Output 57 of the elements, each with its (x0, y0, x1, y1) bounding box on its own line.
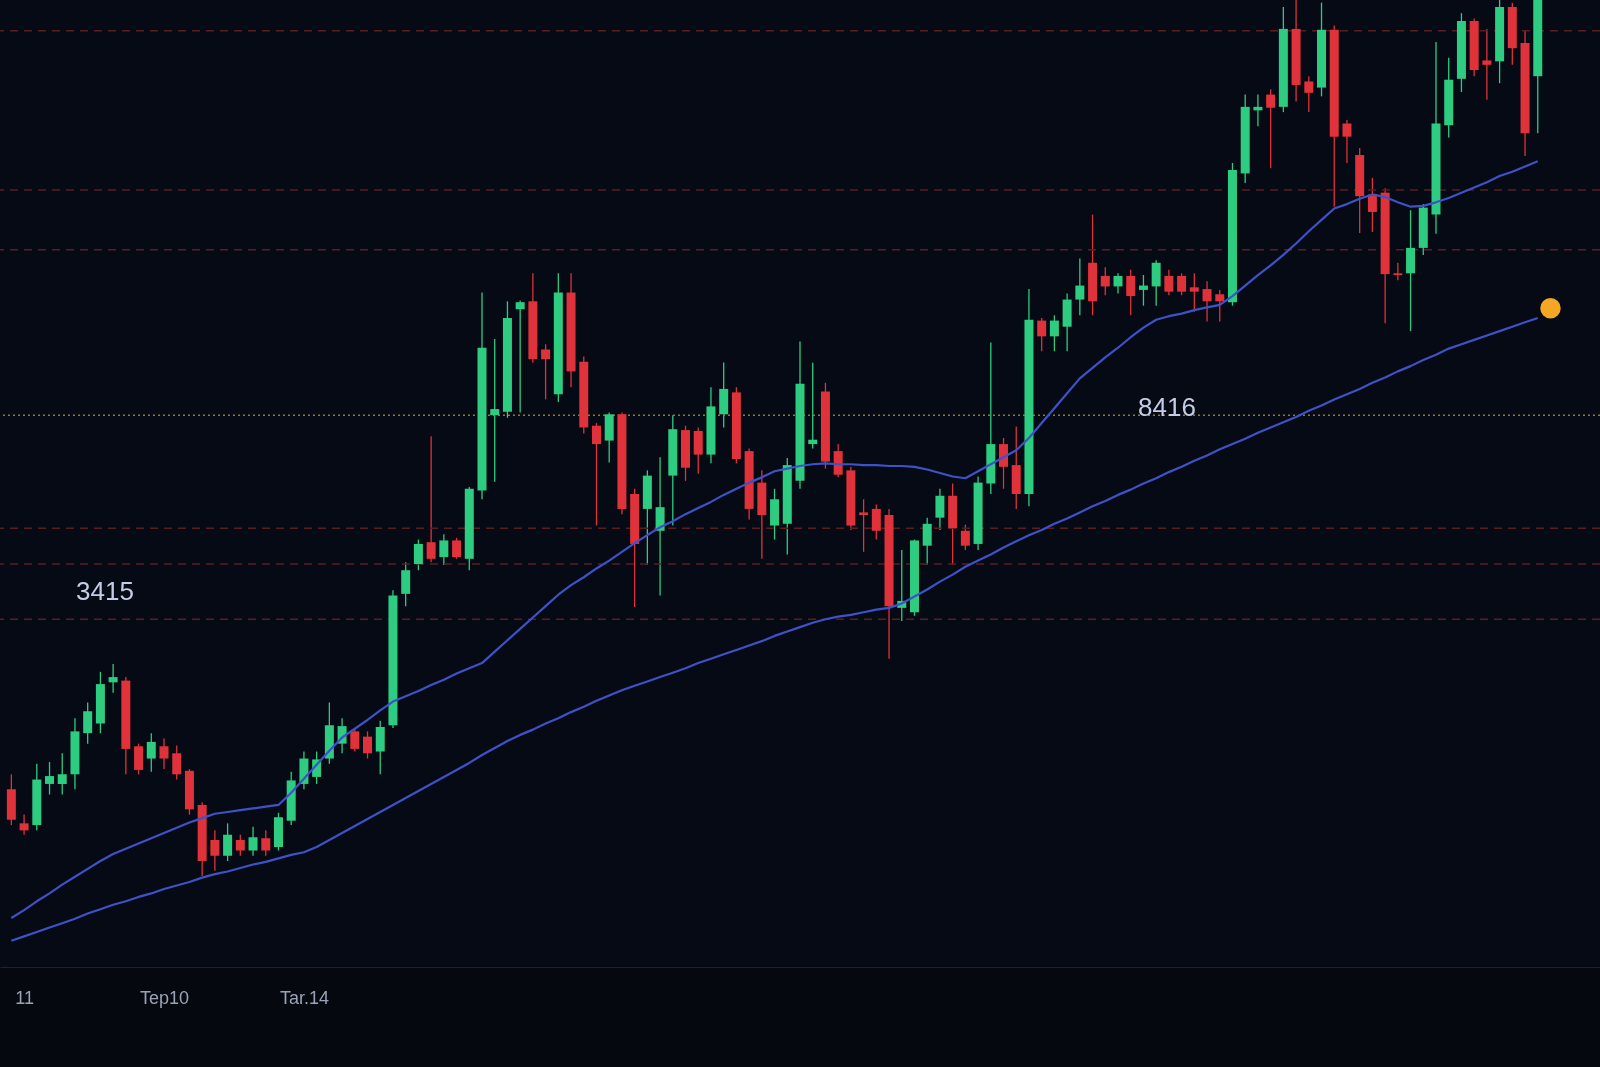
candlestick (591, 422, 601, 527)
candlestick (1342, 119, 1352, 164)
candlestick (1037, 317, 1047, 352)
candlestick (1177, 272, 1187, 296)
candlestick (439, 533, 449, 566)
x-tick-label: Tar.14 (279, 987, 329, 1008)
candlestick (655, 456, 665, 597)
candlestick (235, 834, 245, 857)
annotation: 3415 (76, 576, 134, 606)
candlestick (808, 361, 818, 450)
candlestick (172, 744, 182, 781)
candlestick (999, 437, 1009, 490)
candlestick (922, 517, 932, 566)
candlestick (1075, 257, 1085, 316)
candlestick (1151, 259, 1161, 307)
candlestick (452, 537, 462, 560)
candlestick (1202, 280, 1212, 323)
annotation: 8416 (1138, 392, 1196, 422)
candlestick (401, 561, 411, 607)
candlestick (1215, 289, 1225, 323)
candlestick (1164, 269, 1174, 296)
candlestick (1304, 75, 1314, 113)
candlestick (1189, 272, 1199, 313)
candlestick (1100, 266, 1110, 296)
candlestick (960, 524, 970, 551)
candlestick (693, 426, 703, 475)
candlestick (363, 730, 373, 760)
candlestick (83, 701, 93, 745)
candlestick (871, 503, 881, 541)
candlestick (541, 343, 551, 401)
candlestick (1266, 88, 1276, 169)
candlestick (210, 829, 220, 872)
candlestick (935, 488, 945, 531)
candlestick (146, 732, 156, 773)
candlestick (426, 435, 436, 563)
candlestick (490, 338, 500, 483)
candlestick (515, 299, 525, 414)
x-tick-label: 11 (15, 987, 34, 1008)
candlestick (833, 443, 843, 479)
candlestick (413, 538, 423, 571)
candlestick (261, 829, 271, 857)
candlestick (19, 813, 29, 836)
candlestick (1367, 177, 1377, 233)
candlestick (1482, 28, 1492, 101)
candlestick (159, 737, 169, 770)
candlestick (45, 761, 55, 796)
candlestick (57, 752, 67, 796)
candlestick (223, 822, 233, 862)
candlestick (1049, 314, 1059, 352)
x-tick-label: Tep10 (139, 987, 190, 1008)
candlestick (1126, 269, 1136, 316)
candlestick (859, 498, 869, 553)
candlestick (248, 826, 258, 857)
candlestick (1138, 274, 1148, 307)
candlestick (134, 742, 144, 775)
candlestick (108, 663, 118, 694)
candlestick (1113, 272, 1123, 295)
